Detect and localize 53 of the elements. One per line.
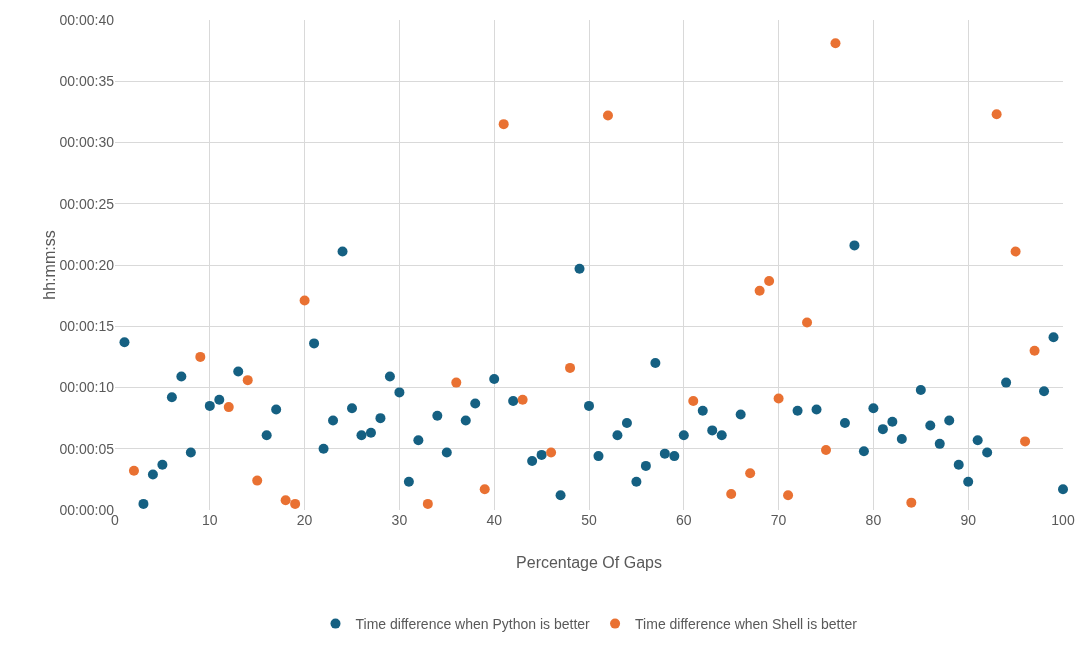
legend-label: Time difference when Python is better	[355, 616, 591, 633]
y-tick-label: 00:00:15	[59, 318, 115, 335]
y-tick-label: 00:00:35	[59, 73, 115, 90]
x-tick-label: 70	[770, 512, 787, 528]
point	[745, 468, 756, 479]
y-axis-title: hh:mm:ss	[40, 230, 58, 300]
x-tick-label: 10	[202, 512, 218, 528]
y-tick-label: 00:00:25	[59, 195, 115, 212]
point	[783, 490, 794, 501]
point	[602, 110, 613, 121]
x-tick-label: 90	[960, 512, 977, 528]
y-tick-label: 00:00:05	[59, 440, 115, 457]
point	[1020, 436, 1031, 447]
point	[1029, 345, 1040, 356]
point	[242, 375, 253, 386]
point	[565, 362, 576, 373]
point	[422, 498, 433, 509]
point	[1010, 246, 1021, 257]
point	[821, 444, 831, 455]
x-tick-label: 30	[391, 512, 408, 528]
point	[451, 377, 462, 388]
x-axis-title: Percentage Of Gaps	[516, 554, 662, 571]
point	[906, 497, 917, 508]
x-tick-label: 20	[296, 512, 313, 528]
point	[764, 275, 775, 286]
x-tick-label: 50	[581, 512, 597, 528]
point	[223, 402, 234, 413]
point	[479, 484, 490, 495]
point	[128, 465, 139, 476]
point	[754, 285, 765, 296]
point	[773, 393, 784, 404]
point	[290, 498, 301, 509]
x-tick-label: 100	[1051, 512, 1075, 528]
y-tick-label: 00:00:10	[59, 379, 115, 396]
point	[991, 109, 1002, 120]
x-tick-label: 40	[486, 512, 503, 528]
point	[252, 475, 263, 486]
point	[517, 394, 528, 405]
point	[726, 489, 737, 500]
point	[546, 447, 557, 458]
y-tick-label: 00:00:30	[59, 134, 115, 151]
point	[830, 38, 841, 49]
point	[299, 295, 310, 306]
legend-label: Time difference when Shell is better	[635, 616, 858, 633]
point	[688, 395, 699, 406]
point	[280, 495, 291, 506]
x-tick-label: 80	[865, 512, 882, 528]
point	[195, 351, 206, 362]
y-tick-label: 00:00:40	[59, 11, 115, 28]
y-tick-label: 00:00:20	[59, 256, 115, 273]
x-tick-label: 60	[676, 512, 692, 528]
point	[498, 119, 509, 130]
point	[802, 317, 813, 328]
